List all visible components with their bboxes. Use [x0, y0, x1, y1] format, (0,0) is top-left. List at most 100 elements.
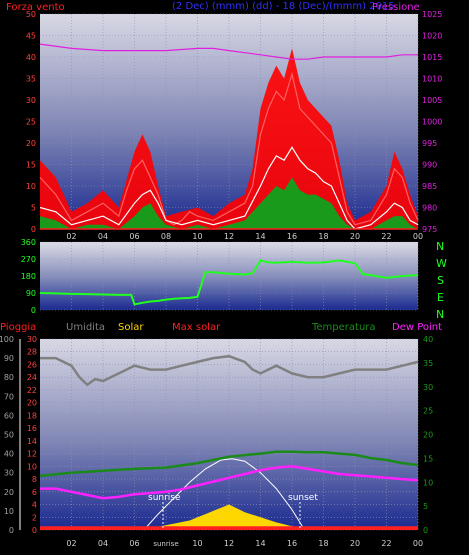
climate-x-tick-1: 04 [98, 539, 108, 548]
wind-tick-9: 45 [26, 32, 36, 41]
solar-area [143, 504, 305, 530]
rain-tick-3: 6 [32, 488, 37, 497]
climate-x-tick-4: 10 [192, 539, 202, 548]
pressure-tick-2: 985 [422, 182, 437, 191]
wind-title: Forza vento [6, 2, 65, 13]
temp-tick-7: 35 [423, 359, 433, 368]
rain-area [40, 526, 418, 530]
pressure-tick-0: 975 [422, 225, 437, 234]
humidity-tick-9: 90 [4, 354, 14, 363]
top-x-tick-2: 06 [129, 232, 139, 241]
pressure-tick-6: 1005 [422, 96, 442, 105]
dir-tick-0: 0 [31, 306, 36, 315]
temp-tick-4: 20 [423, 431, 433, 440]
temp-tick-8: 40 [423, 335, 433, 344]
humidity-tick-1: 10 [4, 507, 14, 516]
climate-x-tick-3: sunrise [153, 540, 178, 548]
pressure-tick-10: 1025 [422, 10, 442, 19]
climate-x-tick-0: 02 [66, 539, 76, 548]
top-x-tick-8: 18 [318, 232, 328, 241]
humidity-tick-5: 50 [4, 431, 14, 440]
temp-tick-5: 25 [423, 407, 433, 416]
rain-tick-0: 0 [32, 526, 37, 535]
rain-tick-13: 26 [27, 360, 37, 369]
dewpoint-title: Dew Point [392, 322, 442, 333]
pressure-tick-9: 1020 [422, 32, 442, 41]
wind-tick-8: 40 [26, 53, 36, 62]
gust-area [40, 48, 418, 230]
rain-title: Pioggia [0, 322, 36, 333]
compass-e: E [437, 291, 444, 304]
temperature-title: Temperatura [311, 322, 376, 333]
direction-series [39, 259, 419, 306]
top-x-tick-10: 22 [381, 232, 391, 241]
dir-tick-1: 90 [26, 289, 36, 298]
top-x-tick-4: 10 [192, 232, 202, 241]
rain-tick-12: 24 [27, 373, 37, 382]
pressure-tick-3: 990 [422, 161, 437, 170]
humidity-title: Umidita [66, 322, 105, 333]
wind-tick-2: 10 [26, 182, 36, 191]
compass-s: S [437, 274, 444, 287]
humidity-tick-6: 60 [4, 411, 14, 420]
temp-tick-6: 30 [423, 383, 433, 392]
top-x-tick-11: 00 [413, 232, 423, 241]
date-range: (2 Dec) (mmm) (dd) - 18 (Dec)/(mmm) 2015 [172, 1, 395, 12]
top-x-tick-9: 20 [350, 232, 360, 241]
top-x-tick-7: 16 [287, 232, 297, 241]
rain-tick-9: 18 [27, 411, 37, 420]
compass-w: W [436, 257, 447, 270]
humidity-tick-4: 40 [4, 450, 14, 459]
maxsolar-title: Max solar [172, 322, 221, 333]
compass-n-bottom: N [436, 308, 444, 321]
wind-tick-4: 20 [26, 139, 36, 148]
rain-tick-5: 10 [27, 462, 37, 471]
dir-tick-4: 360 [21, 238, 36, 247]
rain-tick-10: 20 [27, 399, 37, 408]
climate-x-tick-9: 20 [350, 539, 360, 548]
dir-tick-3: 270 [21, 255, 36, 264]
top-x-tick-3: 08 [161, 232, 171, 241]
rain-tick-1: 2 [32, 513, 37, 522]
temp-tick-3: 15 [423, 454, 433, 463]
climate-x-tick-8: 18 [318, 539, 328, 548]
climate-series [39, 354, 419, 531]
top-x-tick-1: 04 [98, 232, 108, 241]
wind-line [39, 71, 419, 226]
pressure-title: Pressione [372, 2, 420, 13]
humidity-tick-2: 20 [4, 488, 14, 497]
humidity-tick-0: 0 [9, 526, 14, 535]
rain-tick-15: 30 [27, 335, 37, 344]
avg-wind-line [39, 146, 419, 230]
pressure-tick-7: 1010 [422, 75, 442, 84]
temp-tick-2: 10 [423, 478, 433, 487]
pressure-line [39, 43, 418, 60]
climate-x-tick-10: 22 [381, 539, 391, 548]
rain-tick-6: 12 [27, 450, 37, 459]
solar-title: Solar [118, 322, 144, 333]
green-area [40, 177, 418, 229]
climate-x-tick-5: 12 [224, 539, 234, 548]
sunset-label: sunset [288, 493, 318, 503]
dir-tick-2: 180 [21, 272, 36, 281]
top-axes: 0510152025303540455097598098599099510001… [26, 10, 443, 241]
climate-axes: 0102030405060708090100024681012141618202… [0, 335, 433, 548]
wind-tick-3: 15 [26, 161, 36, 170]
pressure-tick-8: 1015 [422, 53, 442, 62]
compass-n-top: N [436, 240, 444, 253]
climate-x-tick-6: 14 [255, 539, 265, 548]
humidity-tick-3: 30 [4, 469, 14, 478]
top-x-tick-0: 02 [66, 232, 76, 241]
wind-tick-0: 0 [31, 225, 36, 234]
climate-x-tick-7: 16 [287, 539, 297, 548]
top-x-tick-5: 12 [224, 232, 234, 241]
wind-tick-1: 5 [31, 204, 36, 213]
rain-tick-4: 8 [32, 475, 37, 484]
pressure-tick-4: 995 [422, 139, 437, 148]
humidity-line [40, 354, 419, 387]
climate-x-tick-2: 06 [129, 539, 139, 548]
direction-axes: 0 90 180 270 360 [21, 238, 36, 315]
wind-tick-10: 50 [26, 10, 36, 19]
